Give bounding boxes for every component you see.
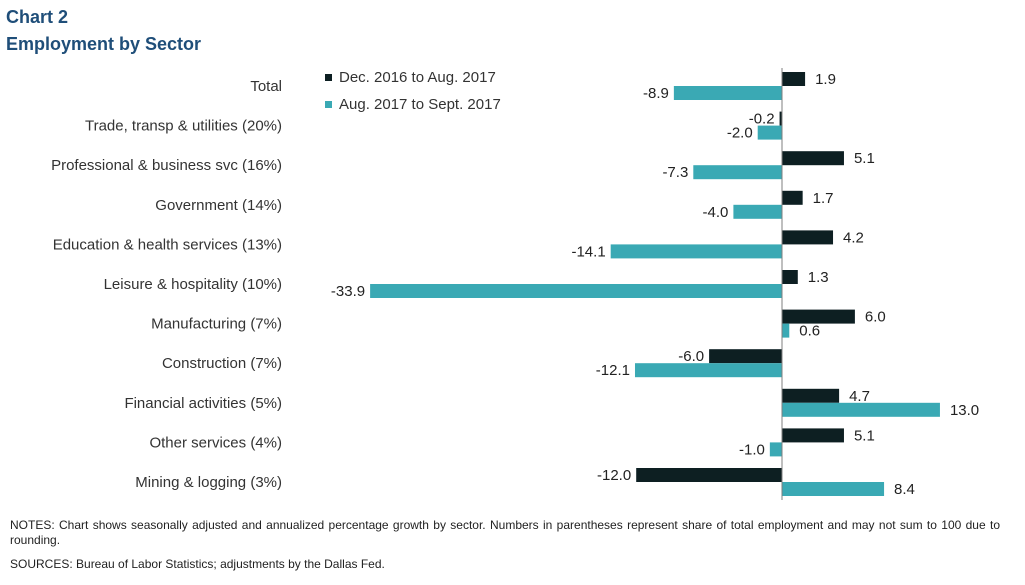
bar-series2 — [769, 442, 782, 457]
data-label: -12.1 — [596, 362, 630, 379]
data-label: -12.0 — [597, 467, 631, 484]
bar-series2 — [782, 323, 790, 338]
data-label: 8.4 — [894, 481, 915, 498]
bar-series2 — [782, 402, 940, 417]
bar-series1 — [709, 349, 782, 364]
chart-title: Employment by Sector — [6, 34, 202, 54]
data-label: -1.0 — [739, 441, 765, 458]
data-label: 4.7 — [849, 388, 870, 405]
bar-series2 — [370, 284, 782, 298]
data-label: 1.9 — [815, 71, 836, 88]
data-label: -8.9 — [643, 85, 669, 102]
chart-number: Chart 2 — [6, 7, 69, 27]
bar-series1 — [636, 468, 782, 482]
bar-series1 — [782, 190, 803, 205]
bar-series2 — [673, 86, 782, 100]
data-label: 5.1 — [854, 427, 875, 444]
data-label: -4.0 — [703, 204, 729, 221]
data-label: 5.1 — [854, 150, 875, 167]
data-label: -14.1 — [571, 243, 605, 260]
data-label: 1.3 — [808, 269, 829, 286]
category-label: Education & health services (13%) — [53, 236, 282, 253]
data-label: 4.2 — [843, 229, 864, 246]
data-label: 1.7 — [813, 190, 834, 207]
category-label: Mining & logging (3%) — [135, 474, 282, 491]
data-label: -6.0 — [678, 348, 704, 365]
category-label: Professional & business svc (16%) — [51, 157, 282, 174]
bar-series2 — [693, 165, 782, 180]
bar-series1 — [779, 111, 782, 126]
data-label: 0.6 — [799, 323, 820, 340]
bar-series2 — [782, 482, 885, 496]
bar-series1 — [782, 151, 844, 166]
bar-series1 — [782, 428, 844, 443]
bar-series1 — [782, 270, 798, 284]
legend-swatch — [325, 74, 332, 81]
data-label: -7.3 — [662, 164, 688, 181]
bar-series1 — [782, 309, 855, 324]
data-label: -2.0 — [727, 125, 753, 142]
bar-series2 — [610, 244, 782, 259]
legend-label: Dec. 2016 to Aug. 2017 — [339, 69, 496, 86]
sources-text: SOURCES: Bureau of Labor Statistics; adj… — [10, 557, 385, 571]
bar-series1 — [782, 388, 840, 403]
category-label: Government (14%) — [155, 197, 282, 214]
bar-series2 — [634, 363, 782, 378]
category-label: Leisure & hospitality (10%) — [104, 276, 282, 293]
data-label: -33.9 — [331, 283, 365, 300]
data-label: 13.0 — [950, 402, 979, 419]
notes-text: NOTES: Chart shows seasonally adjusted a… — [10, 518, 1000, 547]
category-label: Financial activities (5%) — [124, 395, 282, 412]
bar-series2 — [733, 204, 782, 219]
category-label: Total — [250, 78, 282, 95]
category-label: Other services (4%) — [149, 434, 282, 451]
category-label: Manufacturing (7%) — [151, 316, 282, 333]
legend-label: Aug. 2017 to Sept. 2017 — [339, 96, 501, 113]
legend-swatch — [325, 101, 332, 108]
bar-chart: Total Trade, transp & utilities (20%) Prof… — [51, 68, 979, 500]
category-label: Trade, transp & utilities (20%) — [85, 118, 282, 135]
data-label: -0.2 — [749, 111, 775, 128]
bar-series1 — [782, 72, 806, 86]
data-label: 6.0 — [865, 309, 886, 326]
category-label: Construction (7%) — [162, 355, 282, 372]
bar-series1 — [782, 230, 834, 245]
bar-series2 — [757, 125, 782, 140]
